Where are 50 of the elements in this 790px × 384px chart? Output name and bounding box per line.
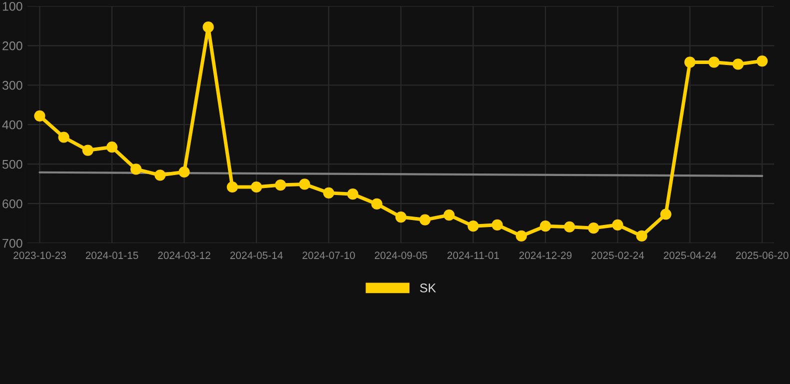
point xyxy=(347,188,358,200)
point xyxy=(202,22,214,33)
point xyxy=(540,220,551,232)
x-tick-label: 2024-05-14 xyxy=(230,252,283,260)
point xyxy=(371,198,382,210)
x-tick-label: 2025-04-24 xyxy=(664,252,716,260)
point xyxy=(660,208,672,220)
point xyxy=(250,181,262,193)
x-tick-label: 2024-09-05 xyxy=(374,252,428,260)
point xyxy=(130,164,142,175)
point xyxy=(492,219,503,230)
point xyxy=(444,209,455,221)
x-tick-label: 2025-02-24 xyxy=(592,252,644,260)
x-tick-label: 2024-03-12 xyxy=(158,252,210,260)
y-tick-label: 100 xyxy=(2,2,22,11)
x-tick-label: 2023-10-23 xyxy=(14,252,66,260)
point xyxy=(299,178,310,190)
point xyxy=(154,170,166,181)
y-tick-label: 200 xyxy=(2,41,22,50)
y-tick-label: 600 xyxy=(2,199,22,208)
point xyxy=(419,214,431,226)
point xyxy=(708,56,720,68)
y-tick-label: 300 xyxy=(2,80,22,90)
point xyxy=(34,110,46,122)
point xyxy=(274,179,286,191)
x-tick-label: 2024-11-01 xyxy=(447,252,499,260)
point xyxy=(516,230,527,242)
x-tick-label: 2024-01-15 xyxy=(86,252,138,260)
point xyxy=(82,144,94,156)
point xyxy=(58,132,70,143)
x-tick-label: 2024-07-10 xyxy=(302,252,355,260)
point xyxy=(588,222,600,234)
y-tick-label: 400 xyxy=(2,120,22,130)
point xyxy=(732,58,744,70)
point xyxy=(756,55,768,67)
point xyxy=(106,142,118,153)
y-tick-label: 500 xyxy=(2,160,22,169)
point xyxy=(395,211,406,223)
point xyxy=(468,220,479,232)
point xyxy=(178,166,190,178)
y-tick-label: 700 xyxy=(2,238,22,248)
x-tick-label: 2025-06-20 xyxy=(736,252,788,260)
point xyxy=(323,187,334,198)
point xyxy=(684,56,696,68)
point xyxy=(612,219,624,230)
point xyxy=(226,181,238,193)
point xyxy=(564,221,576,232)
point xyxy=(636,230,648,242)
legend-label: SK xyxy=(420,284,436,292)
x-tick-label: 2024-12-29 xyxy=(519,252,572,260)
